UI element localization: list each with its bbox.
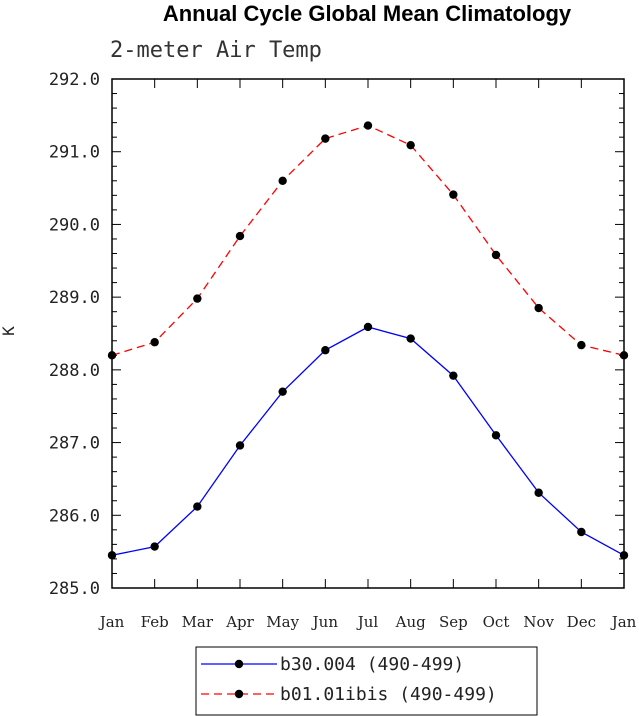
series-layer bbox=[107, 121, 629, 560]
y-tick-label: 286.0 bbox=[49, 506, 100, 526]
data-point-0-5 bbox=[321, 346, 330, 355]
y-tick-label: 288.0 bbox=[49, 361, 100, 381]
series-line-1 bbox=[111, 124, 625, 356]
y-axis-label: K bbox=[0, 326, 18, 336]
chart-title: Annual Cycle Global Mean Climatology bbox=[163, 1, 572, 26]
x-tick-label: May bbox=[266, 613, 299, 631]
data-point-0-1 bbox=[150, 542, 159, 551]
plot-frame bbox=[111, 78, 625, 589]
y-tick-label: 291.0 bbox=[49, 143, 100, 163]
x-tick-label: Apr bbox=[225, 613, 254, 631]
data-point-1-8 bbox=[449, 190, 458, 199]
x-tick-label: Oct bbox=[483, 613, 510, 631]
data-point-1-7 bbox=[406, 140, 415, 150]
legend: b30.004 (490-499) b01.01ibis (490-499) bbox=[195, 646, 538, 716]
x-tick-label: Feb bbox=[141, 613, 169, 631]
data-point-1-5 bbox=[321, 134, 330, 143]
x-tick-label: Sep bbox=[439, 613, 468, 631]
x-tick-label: Mar bbox=[182, 613, 214, 631]
data-point-1-6 bbox=[363, 121, 373, 130]
legend-marker-1 bbox=[234, 689, 244, 699]
data-point-0-12 bbox=[619, 551, 629, 560]
data-point-1-4 bbox=[278, 176, 287, 185]
x-tick-label: Dec bbox=[567, 613, 596, 631]
legend-label-0: b30.004 (490-499) bbox=[280, 654, 464, 675]
data-point-0-9 bbox=[491, 431, 501, 440]
y-tick-label: 290.0 bbox=[49, 215, 100, 235]
data-point-0-0 bbox=[107, 551, 117, 560]
data-point-0-3 bbox=[235, 441, 245, 450]
x-tick-label: Jan bbox=[610, 613, 637, 631]
data-point-0-2 bbox=[193, 502, 202, 511]
y-tick-label: 292.0 bbox=[49, 70, 100, 90]
data-point-0-6 bbox=[363, 322, 373, 332]
data-point-1-0 bbox=[107, 351, 117, 360]
data-point-0-4 bbox=[278, 387, 287, 396]
x-ticks: Jan Feb Mar Apr May Jun Jul Aug Sep Oct Nov Dec Jan bbox=[98, 79, 637, 631]
data-point-0-8 bbox=[449, 371, 458, 380]
data-point-1-2 bbox=[193, 294, 202, 303]
data-point-1-11 bbox=[577, 340, 586, 350]
x-tick-label: Jan bbox=[98, 613, 125, 631]
y-tick-label: 287.0 bbox=[49, 434, 100, 454]
data-point-1-1 bbox=[150, 338, 159, 347]
data-point-0-7 bbox=[406, 334, 415, 343]
x-tick-label: Jun bbox=[311, 613, 339, 631]
y-tick-label: 289.0 bbox=[49, 288, 100, 308]
x-tick-label: Jul bbox=[356, 613, 379, 631]
y-ticks: 285.0 286.0 287.0 288.0 289.0 290.0 291.0 292.0 bbox=[49, 70, 624, 599]
chart-subtitle: 2-meter Air Temp bbox=[110, 38, 322, 63]
x-tick-label: Nov bbox=[523, 613, 554, 631]
data-point-1-12 bbox=[619, 351, 629, 360]
x-tick-label: Aug bbox=[395, 613, 426, 631]
data-point-1-3 bbox=[235, 231, 245, 241]
data-point-0-11 bbox=[577, 527, 586, 537]
series-line-0 bbox=[111, 326, 625, 556]
data-point-1-9 bbox=[491, 250, 501, 260]
y-tick-label: 285.0 bbox=[49, 579, 100, 599]
legend-label-1: b01.01ibis (490-499) bbox=[280, 684, 497, 705]
legend-box bbox=[195, 646, 538, 716]
data-point-1-10 bbox=[534, 303, 543, 313]
data-point-0-10 bbox=[534, 488, 543, 497]
legend-marker-0 bbox=[234, 659, 244, 669]
